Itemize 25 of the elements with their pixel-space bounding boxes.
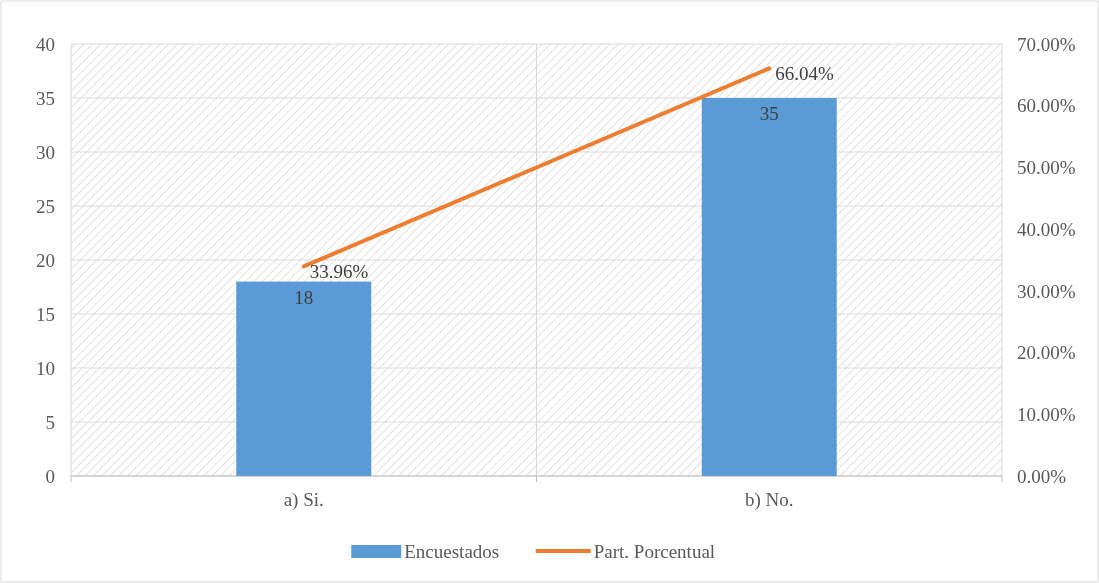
y2-tick-label: 70.00% <box>1017 33 1076 55</box>
y-tick-label: 10 <box>36 357 55 379</box>
y-tick-label: 0 <box>45 465 55 487</box>
x-tick-label: a) Si. <box>283 489 324 511</box>
y-tick-label: 35 <box>36 87 55 109</box>
y-tick-label: 5 <box>45 411 55 433</box>
y-tick-label: 30 <box>36 141 55 163</box>
y2-tick-label: 50.00% <box>1017 157 1076 179</box>
y2-tick-label: 0.00% <box>1017 465 1067 487</box>
y-tick-label: 25 <box>36 195 55 217</box>
data-label: 35 <box>759 103 779 124</box>
data-label: 33.96% <box>309 261 369 283</box>
legend-label: Encuestados <box>404 540 500 562</box>
legend-label: Part. Porcentual <box>593 540 716 562</box>
x-tick-label: b) No. <box>744 489 794 511</box>
y2-tick-label: 20.00% <box>1017 342 1076 364</box>
y2-tick-label: 10.00% <box>1017 403 1076 425</box>
y2-tick-label: 30.00% <box>1017 280 1076 302</box>
y-tick-label: 40 <box>36 33 55 55</box>
y-tick-label: 15 <box>36 303 55 325</box>
y2-tick-label: 60.00% <box>1017 95 1076 117</box>
data-label: 18 <box>294 286 314 308</box>
y-tick-label: 20 <box>36 249 55 271</box>
y2-tick-label: 40.00% <box>1017 218 1076 240</box>
data-label: 66.04% <box>775 63 834 85</box>
